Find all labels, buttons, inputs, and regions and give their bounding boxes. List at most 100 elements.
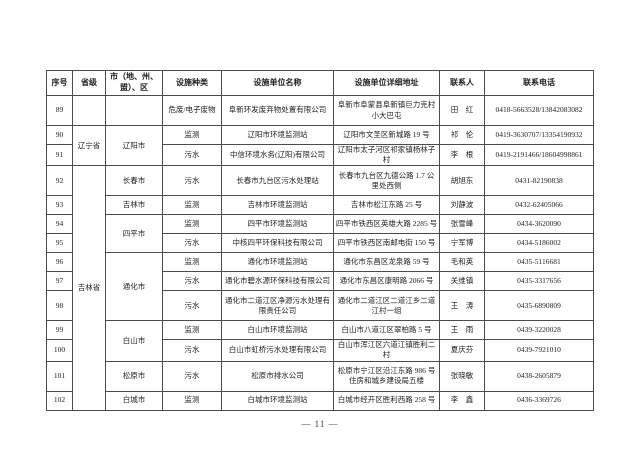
- phone-cell: 0435-6890809: [484, 290, 594, 322]
- address-cell: 通化市东昌区康明路 2066 号: [333, 271, 440, 292]
- address-cell: 阜新市阜蒙县阜新镇巨力克村小大巴屯: [333, 95, 440, 126]
- facility-name-cell: 长春市九台区污水处理站: [221, 165, 334, 197]
- table-row: 99 白山市 监测 白山市环境监测站 白山市八道江区翠柏路 5 号王 雨 0439-322…: [46, 320, 594, 362]
- column-header: 联系人: [439, 70, 485, 96]
- phone-cell: 0435-5116681: [484, 252, 594, 273]
- city-cell: 吉林市: [105, 195, 163, 216]
- facility-name-cell: 通化市环境监测站: [221, 252, 334, 273]
- row-number-cell: 95: [46, 233, 73, 254]
- table-row: 92 吉林省 长春市 污水 长春市九台区污水处理站 长春市九台区九德公路 1.7 公里处西…: [46, 165, 594, 411]
- column-header: 序号: [46, 70, 73, 96]
- address-cell: 吉林市松江东路 25 号: [333, 195, 440, 216]
- table-row: 102 白城市 监测 白城市环境监测站 白城市经开区胜利西路 258 号李 鑫 0436-…: [46, 390, 594, 411]
- phone-cell: 0434-3620090: [484, 214, 594, 235]
- row-number-cell: 99: [46, 320, 73, 341]
- facility-name-cell: 通化市碧水源环保科技有限公司: [221, 271, 334, 292]
- contact-cell: 王 涛: [439, 290, 485, 322]
- province-cell: [72, 95, 106, 126]
- city-cell: 白城市: [105, 390, 163, 411]
- contact-cell: 张雪峰: [439, 214, 485, 235]
- contact-cell: 张晓敏: [439, 360, 485, 392]
- city-cell: 白山市: [105, 320, 163, 362]
- column-header: 设施单位详细地址: [333, 70, 440, 96]
- facility-name-cell: 吉林市环境监测站: [221, 195, 334, 216]
- city-cell: 辽阳市: [105, 124, 163, 167]
- facility-type-cell: 污水: [162, 143, 222, 167]
- facility-type-cell: 危废/电子废物: [162, 95, 222, 126]
- contact-cell: 毛和英: [439, 252, 485, 273]
- row-number-cell: 91: [46, 143, 73, 167]
- table-row: 98 污水 通化市二道江区净源污水处理有限责任公司 通化市二道江区二道江乡二道江村一组…: [46, 290, 594, 322]
- row-number-cell: 98: [46, 290, 73, 322]
- facility-type-cell: 监测: [162, 125, 222, 145]
- page-number: — 11 —: [301, 418, 339, 429]
- facility-name-cell: 白山市虹桥污水处理有限公司: [221, 339, 334, 362]
- phone-cell: 0419-3630707/13354190932: [484, 125, 594, 145]
- table-row: 97 污水 通化市碧水源环保科技有限公司 通化市东昌区康明路 2066 号关维镇 043…: [46, 271, 594, 292]
- city-cell: 通化市: [105, 252, 163, 322]
- row-number-cell: 92: [46, 165, 73, 197]
- table-row: 91 污水 中信环境水务(辽阳)有限公司 辽阳市太子河区祁家镇杨林子村李 根 0419-…: [46, 143, 594, 167]
- facility-name-cell: 白城市环境监测站: [221, 390, 334, 411]
- facility-name-cell: 通化市二道江区净源污水处理有限责任公司: [221, 290, 334, 322]
- city-cell: [105, 95, 163, 126]
- facility-type-cell: 污水: [162, 233, 222, 254]
- table-row: 93 吉林市 监测 吉林市环境监测站 吉林市松江东路 25 号刘静波 0432-62405…: [46, 195, 594, 216]
- address-cell: 辽阳市文圣区新城路 19 号: [333, 125, 440, 145]
- phone-cell: 0434-5186002: [484, 233, 594, 254]
- phone-cell: 0439-3220028: [484, 320, 594, 341]
- city-cell: 四平市: [105, 214, 163, 254]
- address-cell: 四平市铁西区英雄大路 2285 号: [333, 214, 440, 235]
- column-header: 市（地、州、盟）、区: [105, 70, 163, 96]
- row-number-cell: 96: [46, 252, 73, 273]
- address-cell: 白山市八道江区翠柏路 5 号: [333, 320, 440, 341]
- contact-cell: 刘静波: [439, 195, 485, 216]
- contact-cell: 王 雨: [439, 320, 485, 341]
- table-row: 89 危废/电子废物 阜新环发废弃物处置有限公司 阜新市阜蒙县阜新镇巨力克村小大巴屯田…: [46, 95, 594, 126]
- table-row: 90 辽宁省 辽阳市 监测 辽阳市环境监测站 辽阳市文圣区新城路 19 号祁 伦 0419-…: [46, 124, 594, 167]
- table-row: 101 松原市 污水 松原市排水公司 松原市宁江区沿江东路 986 号住房和城乡建设局五…: [46, 360, 594, 392]
- phone-cell: 0431-82190838: [484, 165, 594, 197]
- province-cell: 吉林省: [72, 165, 106, 411]
- facility-type-cell: 监测: [162, 195, 222, 216]
- phone-cell: 0432-62405066: [484, 195, 594, 216]
- phone-cell: 0438-2605879: [484, 360, 594, 392]
- row-number-cell: 90: [46, 125, 73, 145]
- header-row: 序号 省级 市（地、州、盟）、区 设施种类 设施单位名称 设施单位详细地址 联系人 联系电话: [46, 70, 594, 96]
- column-header: 设施单位名称: [221, 70, 334, 96]
- facility-type-cell: 污水: [162, 290, 222, 322]
- address-cell: 通化市东昌区龙泉路 59 号: [333, 252, 440, 273]
- address-cell: 通化市二道江区二道江乡二道江村一组: [333, 290, 440, 322]
- phone-cell: 0436-3369726: [484, 390, 594, 411]
- column-header: 省级: [72, 70, 106, 96]
- row-number-cell: 93: [46, 195, 73, 216]
- facility-type-cell: 监测: [162, 214, 222, 235]
- contact-cell: 关维镇: [439, 271, 485, 292]
- row-number-cell: 94: [46, 214, 73, 235]
- city-cell: 松原市: [105, 360, 163, 392]
- contact-cell: 宁军博: [439, 233, 485, 254]
- row-number-cell: 100: [46, 339, 73, 362]
- contact-cell: 李 鑫: [439, 390, 485, 411]
- facility-name-cell: 中信环境水务(辽阳)有限公司: [221, 143, 334, 167]
- address-cell: 辽阳市太子河区祁家镇杨林子村: [333, 143, 440, 167]
- address-cell: 四平市铁西区南邮电街 150 号: [333, 233, 440, 254]
- column-header: 设施种类: [162, 70, 222, 96]
- row-number-cell: 97: [46, 271, 73, 292]
- facility-name-cell: 松原市排水公司: [221, 360, 334, 392]
- phone-cell: 0435-3317656: [484, 271, 594, 292]
- facility-name-cell: 四平市环境监测站: [221, 214, 334, 235]
- contact-cell: 田 红: [439, 95, 485, 126]
- facility-type-cell: 污水: [162, 360, 222, 392]
- address-cell: 长春市九台区九德公路 1.7 公里处西侧: [333, 165, 440, 197]
- contact-cell: 夏庆芬: [439, 339, 485, 362]
- contact-cell: 胡旭东: [439, 165, 485, 197]
- address-cell: 白城市经开区胜利西路 258 号: [333, 390, 440, 411]
- table-row: 96 通化市 监测 通化市环境监测站 通化市东昌区龙泉路 59 号毛和英 0435-511…: [46, 252, 594, 322]
- facility-type-cell: 污水: [162, 165, 222, 197]
- city-cell: 长春市: [105, 165, 163, 197]
- facility-name-cell: 辽阳市环境监测站: [221, 125, 334, 145]
- row-number-cell: 102: [46, 390, 73, 411]
- facility-type-cell: 监测: [162, 252, 222, 273]
- address-cell: 松原市宁江区沿江东路 986 号住房和城乡建设局五楼: [333, 360, 440, 392]
